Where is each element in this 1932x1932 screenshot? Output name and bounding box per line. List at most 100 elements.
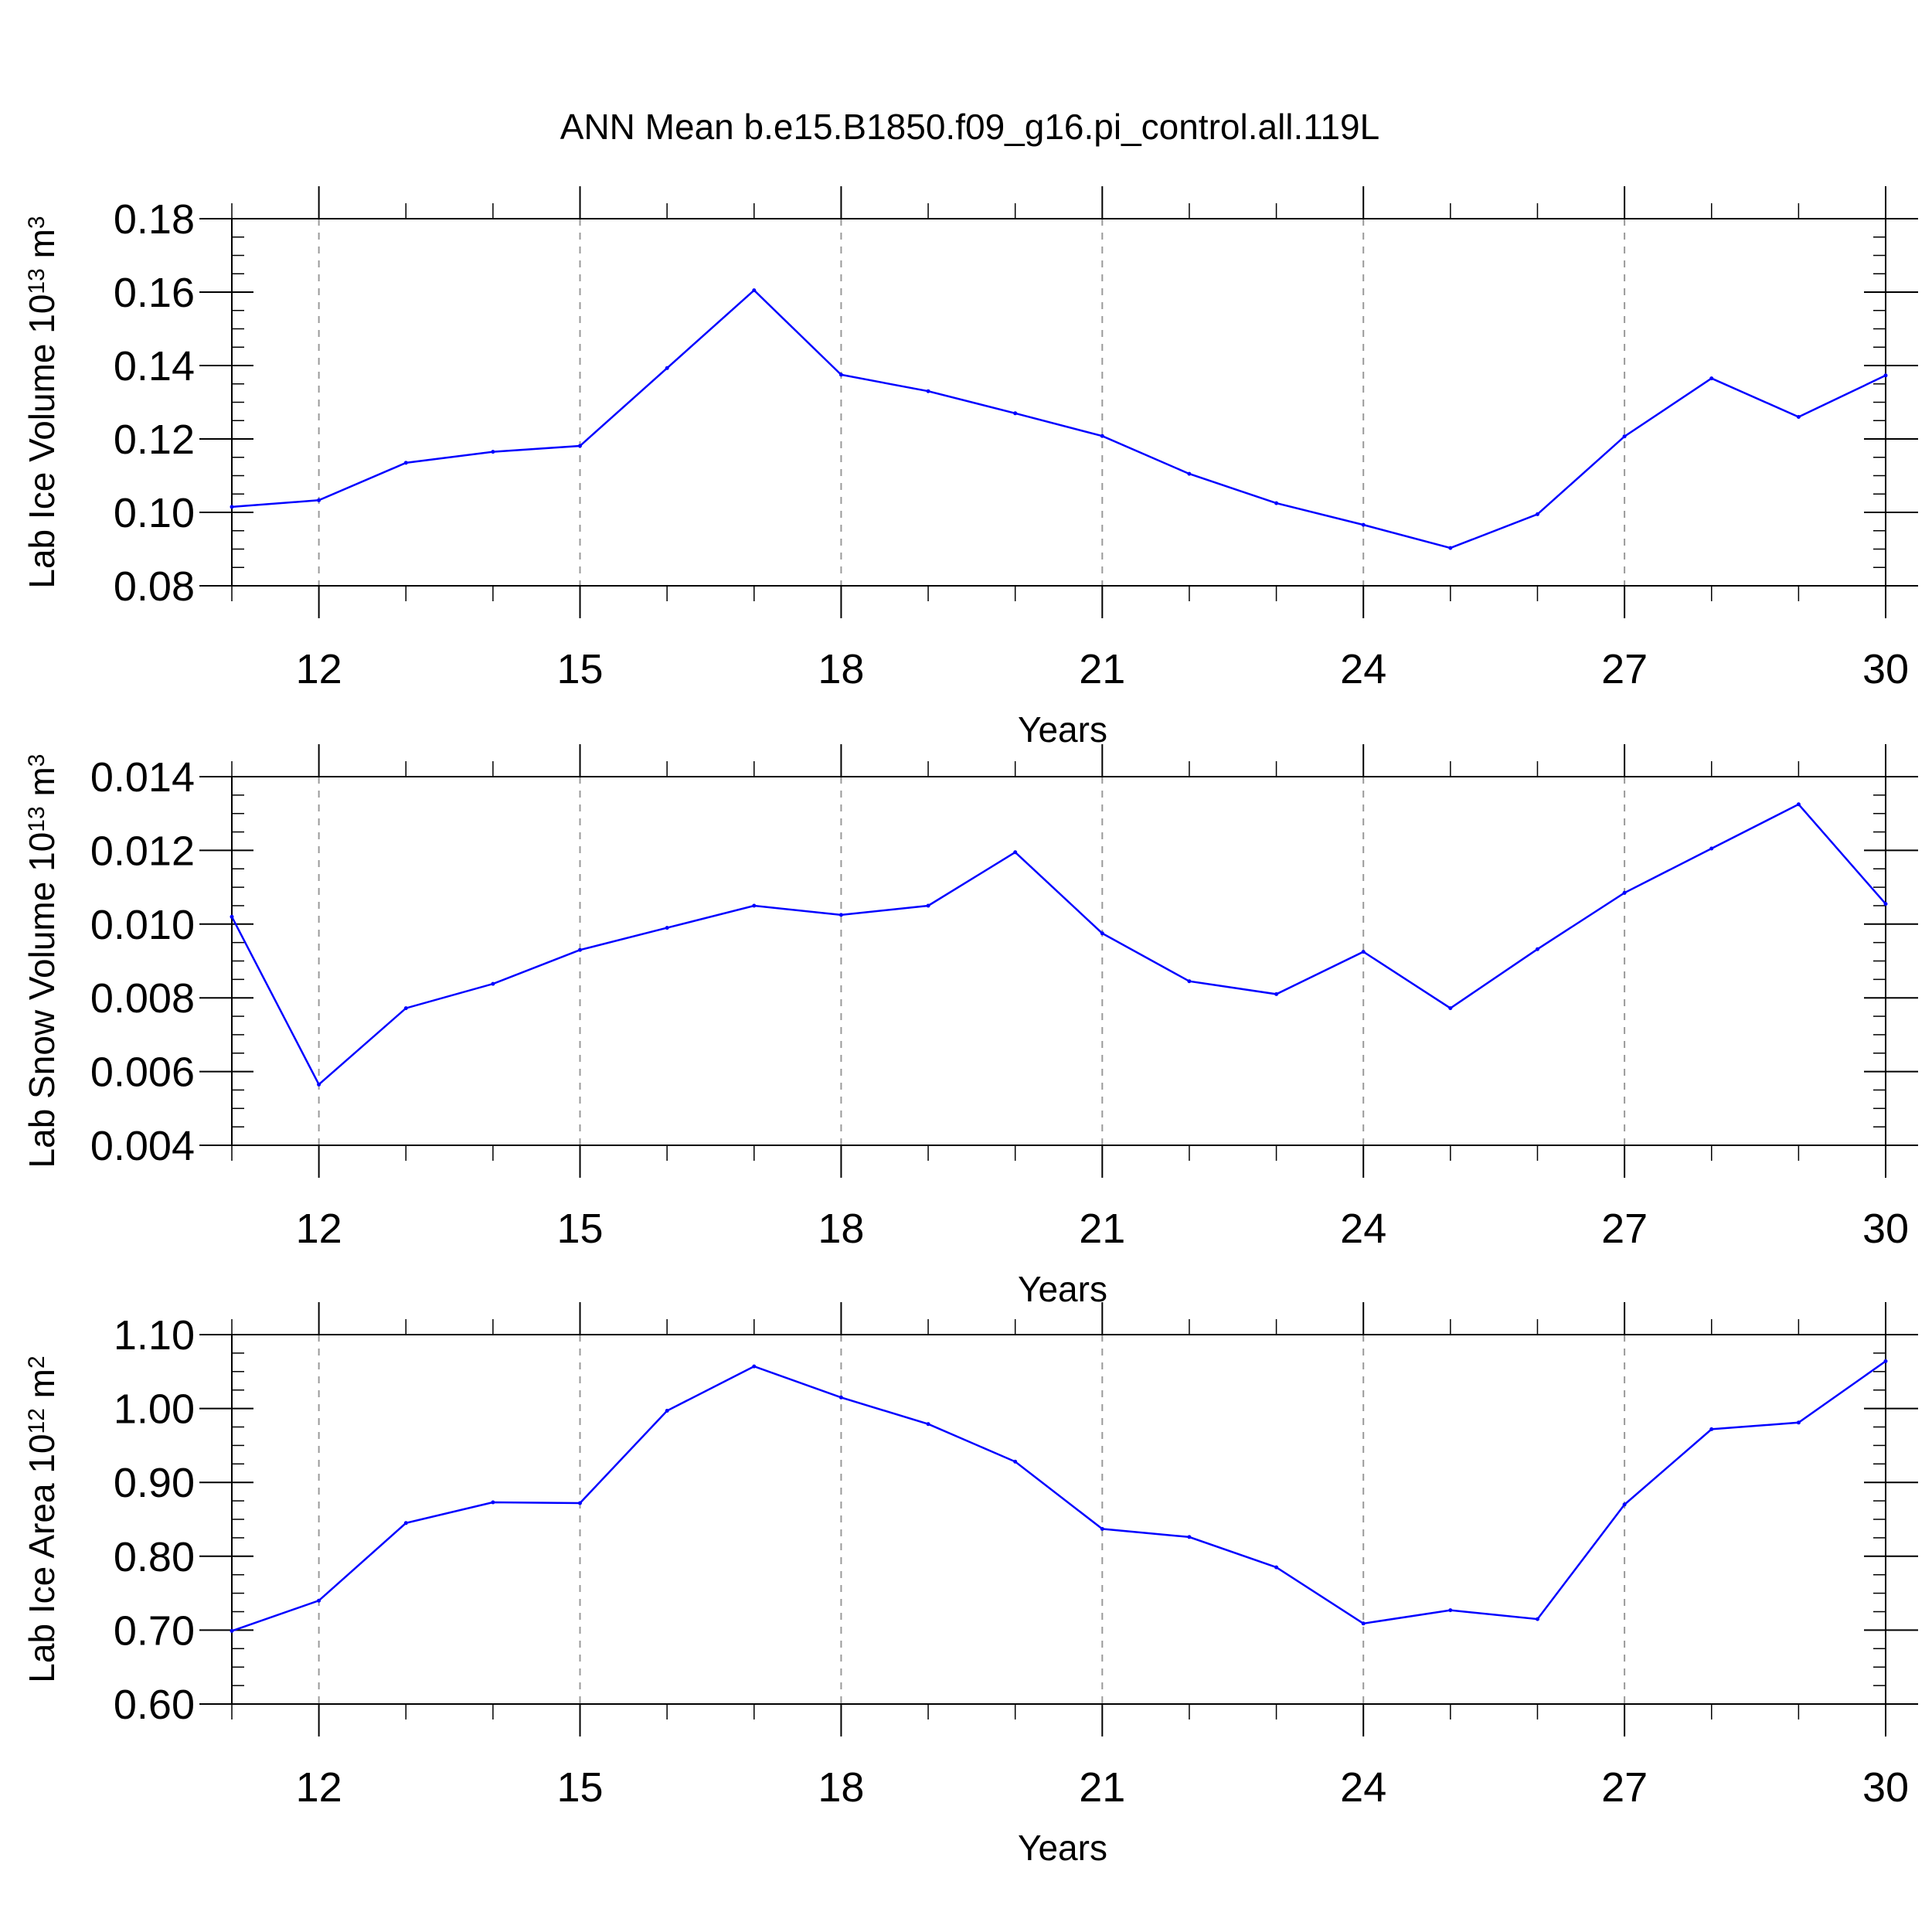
data-point bbox=[230, 505, 234, 509]
y-tick-label: 0.014 bbox=[90, 754, 195, 801]
panel-1: 12 15 18 21 24 27 30 0.08 0.10 0.12 0.14 0.16 0.18 Ye… bbox=[22, 186, 1918, 750]
x-axis-title: Years bbox=[1018, 1269, 1107, 1309]
data-point bbox=[752, 288, 757, 293]
x-tick-label: 27 bbox=[1601, 1764, 1648, 1811]
data-point bbox=[1274, 992, 1279, 996]
y-tick-label: 0.16 bbox=[114, 270, 195, 316]
series-line bbox=[231, 1360, 1886, 1632]
x-tick-label: 18 bbox=[818, 646, 864, 692]
data-point bbox=[1448, 1608, 1453, 1613]
series-line bbox=[231, 288, 1886, 549]
data-point bbox=[1361, 1621, 1366, 1626]
data-point bbox=[403, 1006, 408, 1011]
y-axis-title-superscript: 13 bbox=[24, 806, 49, 832]
x-tick-label: 12 bbox=[296, 646, 342, 692]
plot-frame bbox=[231, 1334, 1886, 1705]
x-tick-label: 12 bbox=[296, 1764, 342, 1811]
data-point bbox=[1187, 471, 1192, 476]
data-point bbox=[1100, 1526, 1104, 1531]
data-point bbox=[1361, 522, 1366, 527]
y-axis-title-part: Lab Snow Volume 10 bbox=[22, 832, 62, 1168]
x-tick-label: 30 bbox=[1862, 646, 1909, 692]
y-tick-label: 0.10 bbox=[114, 490, 195, 536]
data-point bbox=[838, 913, 843, 917]
x-tick-label: 30 bbox=[1862, 1206, 1909, 1252]
x-tick-label: 15 bbox=[556, 1206, 603, 1252]
data-point bbox=[1187, 979, 1192, 984]
data-point bbox=[1361, 950, 1366, 954]
x-tick-label: 15 bbox=[556, 646, 603, 692]
data-point bbox=[1883, 1359, 1888, 1363]
y-axis-title: Lab Ice Area 1012 m2 bbox=[22, 1355, 62, 1682]
data-point bbox=[1274, 1565, 1279, 1570]
data-point bbox=[578, 947, 582, 952]
y-tick-label: 0.012 bbox=[90, 828, 195, 874]
data-point bbox=[1013, 411, 1018, 416]
data-point bbox=[665, 926, 669, 930]
data-point bbox=[1448, 1006, 1453, 1011]
x-tick-label: 18 bbox=[818, 1764, 864, 1811]
y-tick-label: 1.10 bbox=[114, 1312, 195, 1359]
data-point bbox=[926, 1422, 930, 1427]
plot-frame bbox=[231, 218, 1886, 587]
x-tick-label: 30 bbox=[1862, 1764, 1909, 1811]
figure-title: ANN Mean b.e15.B1850.f09_g16.pi_control.… bbox=[560, 107, 1379, 147]
data-point bbox=[1536, 1617, 1539, 1621]
data-point bbox=[403, 1521, 408, 1526]
x-tick-label: 21 bbox=[1079, 1764, 1125, 1811]
series-line bbox=[230, 803, 1886, 1087]
data-point bbox=[317, 1082, 321, 1087]
x-axis-title: Years bbox=[1018, 709, 1107, 750]
data-point bbox=[1709, 1427, 1714, 1431]
data-point bbox=[1187, 1535, 1192, 1539]
data-point bbox=[1796, 802, 1801, 807]
x-tick-label: 21 bbox=[1079, 1206, 1125, 1252]
y-axis-title-part: Lab Ice Volume 10 bbox=[22, 294, 62, 589]
data-point bbox=[665, 366, 669, 370]
y-tick-label: 0.18 bbox=[114, 196, 195, 243]
y-axis-title-superscript: 12 bbox=[24, 1408, 49, 1434]
data-point bbox=[1796, 1420, 1801, 1425]
data-point bbox=[1709, 846, 1714, 851]
data-point bbox=[1709, 376, 1714, 381]
y-tick-label: 0.004 bbox=[90, 1123, 195, 1169]
data-point bbox=[1013, 850, 1018, 855]
data-point bbox=[926, 389, 930, 393]
data-point bbox=[317, 1598, 321, 1603]
panel-3: 12 15 18 21 24 27 30 0.60 0.70 0.80 0.90 1.00 1.10 Ye… bbox=[22, 1302, 1918, 1868]
data-point bbox=[491, 450, 495, 454]
data-point bbox=[1274, 501, 1279, 505]
y-tick-label: 0.60 bbox=[114, 1682, 195, 1728]
y-axis-title: Lab Snow Volume 1013 m3 bbox=[22, 754, 62, 1168]
x-tick-label: 18 bbox=[818, 1206, 864, 1252]
y-tick-label: 0.12 bbox=[114, 417, 195, 463]
data-point bbox=[1883, 902, 1888, 906]
x-tick-label: 12 bbox=[296, 1206, 342, 1252]
data-point bbox=[1100, 931, 1104, 936]
data-point bbox=[752, 1364, 757, 1369]
y-tick-label: 0.08 bbox=[114, 563, 195, 610]
data-point bbox=[1796, 415, 1801, 419]
y-axis-title-part: m bbox=[22, 1369, 62, 1408]
data-point bbox=[403, 461, 408, 465]
y-tick-label: 0.008 bbox=[90, 975, 195, 1022]
x-tick-label: 24 bbox=[1340, 646, 1386, 692]
data-point bbox=[1536, 947, 1539, 951]
data-point bbox=[1883, 373, 1888, 378]
y-tick-label: 0.14 bbox=[114, 343, 195, 389]
y-tick-label: 0.70 bbox=[114, 1607, 195, 1654]
data-point bbox=[578, 444, 582, 448]
y-axis-title-superscript: 13 bbox=[24, 268, 49, 294]
data-point bbox=[665, 1409, 669, 1413]
x-tick-label: 24 bbox=[1340, 1206, 1386, 1252]
x-tick-label: 27 bbox=[1601, 646, 1648, 692]
data-point bbox=[838, 372, 843, 377]
x-tick-label: 24 bbox=[1340, 1764, 1386, 1811]
y-axis-title-superscript: 3 bbox=[24, 216, 49, 229]
data-point bbox=[926, 903, 930, 908]
y-axis-title-part: Lab Ice Area 10 bbox=[22, 1434, 62, 1682]
y-tick-label: 0.006 bbox=[90, 1049, 195, 1096]
data-point bbox=[491, 1500, 495, 1505]
